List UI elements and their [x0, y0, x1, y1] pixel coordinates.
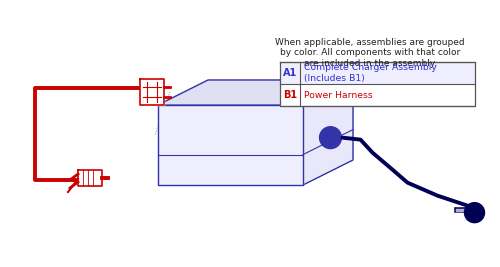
Circle shape [324, 131, 338, 145]
Bar [280, 84, 475, 106]
Polygon shape [140, 79, 164, 105]
Circle shape [327, 134, 334, 141]
Circle shape [470, 209, 478, 217]
Circle shape [320, 127, 342, 149]
Text: A1: A1 [283, 68, 297, 78]
Text: B1: B1 [283, 90, 297, 100]
Text: When applicable, assemblies are grouped
by color. All components with that color: When applicable, assemblies are grouped … [275, 38, 465, 68]
Polygon shape [303, 80, 353, 185]
Polygon shape [158, 80, 353, 105]
Bar [280, 62, 475, 84]
Text: Power Harness: Power Harness [304, 91, 373, 100]
Circle shape [464, 203, 484, 223]
Polygon shape [78, 170, 102, 186]
Text: Complete Charger Assembly
(Includes B1): Complete Charger Assembly (Includes B1) [304, 63, 437, 83]
Circle shape [468, 206, 481, 220]
Polygon shape [158, 105, 303, 185]
